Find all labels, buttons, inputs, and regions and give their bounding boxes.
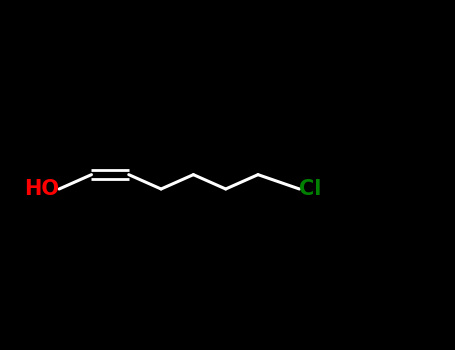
- Text: HO: HO: [24, 179, 59, 199]
- Text: Cl: Cl: [299, 179, 322, 199]
